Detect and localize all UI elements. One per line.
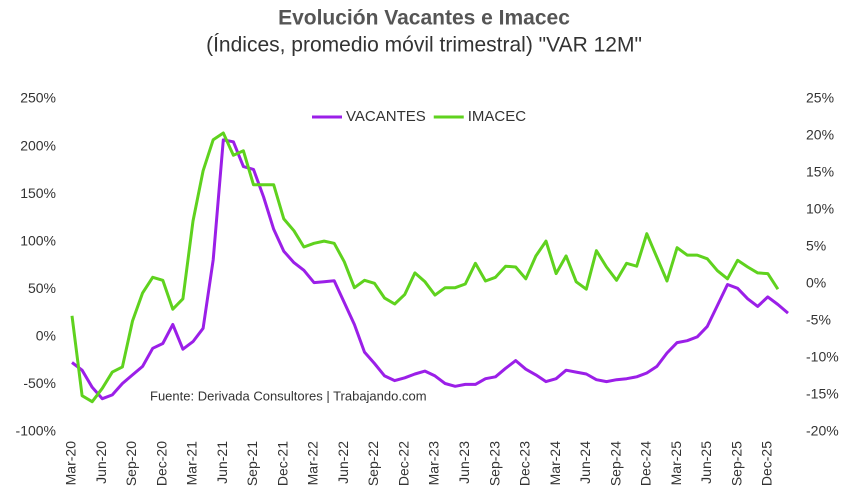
y2-tick-label: 20% (806, 127, 834, 143)
y2-tick-label: -10% (806, 349, 839, 365)
x-tick-label: Mar-21 (184, 441, 200, 486)
y-tick-label: -50% (23, 375, 56, 391)
series-line (71, 138, 789, 401)
x-tick-label: Mar-25 (668, 441, 684, 486)
y2-tick-label: 5% (806, 238, 826, 254)
x-tick-label: Jun-22 (335, 441, 351, 484)
y2-tick-label: 25% (806, 90, 834, 106)
x-tick-label: Sep-21 (244, 441, 260, 486)
x-tick-label: Mar-24 (547, 441, 563, 486)
y2-tick-label: 0% (806, 275, 826, 291)
y-tick-label: 200% (20, 137, 56, 153)
x-tick-label: Jun-23 (456, 441, 472, 484)
series-line (70, 131, 780, 404)
x-tick-label: Dec-25 (759, 441, 775, 486)
x-tick-label: Sep-25 (728, 441, 744, 486)
x-tick-label: Dec-24 (638, 441, 654, 486)
x-tick-label: Sep-22 (365, 441, 381, 486)
x-tick-label: Mar-20 (63, 441, 79, 486)
x-tick-label: Dec-20 (153, 441, 169, 486)
legend-label: IMACEC (468, 108, 527, 125)
y2-tick-label: 15% (806, 164, 834, 180)
x-tick-label: Jun-20 (93, 441, 109, 484)
y-tick-label: 50% (28, 280, 56, 296)
legend-label: VACANTES (346, 108, 426, 125)
chart-title: Evolución Vacantes e Imacec (278, 7, 570, 30)
x-tick-label: Sep-24 (607, 441, 623, 486)
chart-subtitle: (Índices, promedio móvil trimestral) "VA… (206, 34, 642, 57)
y2-tick-label: -5% (806, 312, 831, 328)
x-tick-label: Sep-20 (123, 441, 139, 486)
y2-tick-label: -20% (806, 423, 839, 439)
x-tick-label: Mar-23 (426, 441, 442, 486)
y-tick-label: 100% (20, 232, 56, 248)
x-tick-label: Dec-21 (274, 441, 290, 486)
y2-tick-label: 10% (806, 201, 834, 217)
y-tick-label: -100% (16, 423, 56, 439)
y-tick-label: 150% (20, 185, 56, 201)
x-tick-label: Sep-23 (486, 441, 502, 486)
x-tick-label: Jun-25 (698, 441, 714, 484)
x-tick-label: Jun-24 (577, 441, 593, 484)
y-tick-label: 0% (36, 328, 56, 344)
annotation: Fuente: Derivada Consultores | Trabajand… (150, 388, 427, 403)
x-tick-label: Jun-21 (214, 441, 230, 484)
x-tick-label: Dec-22 (395, 441, 411, 486)
x-tick-label: Mar-22 (305, 441, 321, 486)
y2-tick-label: -15% (806, 386, 839, 402)
x-tick-label: Dec-23 (517, 441, 533, 486)
y-tick-label: 250% (20, 90, 56, 106)
